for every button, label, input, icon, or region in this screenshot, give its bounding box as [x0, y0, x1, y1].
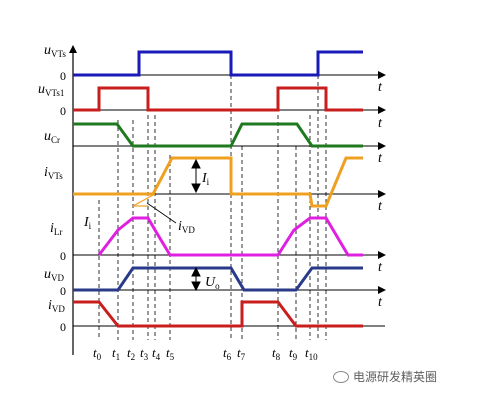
- tmark-t6: t6: [223, 345, 232, 362]
- tmark-t9: t9: [289, 345, 298, 362]
- ivts-detail: [132, 193, 156, 207]
- ivd-pointer: [146, 202, 177, 224]
- wave-iVTs: [73, 156, 363, 208]
- tmark-t3: t3: [140, 345, 149, 362]
- tmark-t2: t2: [127, 345, 135, 362]
- label-iVTs: iVTs: [44, 165, 63, 181]
- wave-iVD: [73, 300, 363, 328]
- zero-uVTs: 0: [60, 69, 66, 83]
- zero-uVTs1: 0: [60, 104, 66, 118]
- t-axis-labels: t t t t t t: [378, 80, 383, 310]
- tmark-t4: t4: [152, 345, 161, 362]
- watermark: 电源研发精英圈: [333, 368, 437, 385]
- zero-labels: 0 0 0 0 0: [60, 69, 66, 334]
- watermark-text: 电源研发精英圈: [353, 370, 438, 384]
- label-iVD: iVD: [48, 298, 65, 314]
- tmark-t1: t1: [112, 345, 120, 362]
- annotation-Uo: Uo: [205, 275, 220, 291]
- t-label-iVTs: t: [378, 199, 383, 214]
- annotation-Ii-a: Ii: [201, 171, 210, 187]
- zero-uVD: 0: [60, 284, 66, 298]
- annotation-Ii-b: Ii: [83, 215, 92, 231]
- label-uCr: uCr: [44, 129, 60, 145]
- annotation-iVD: iVD: [178, 219, 195, 235]
- annotations: Ii iVD Ii Uo: [83, 171, 220, 291]
- tmark-t7: t7: [237, 345, 246, 362]
- t-label-uVTs1: t: [378, 116, 383, 131]
- amplitude-arrows: [191, 158, 201, 292]
- tmark-t8: t8: [272, 345, 281, 362]
- time-marker-lines: [98, 75, 327, 340]
- wave-uCr: [73, 122, 363, 148]
- wave-uVTs1: [73, 86, 363, 112]
- label-uVD: uVD: [44, 267, 64, 283]
- time-mark-labels: t0 t1 t2 t3 t4 t5 t6 t7 t8 t9 t10: [93, 345, 318, 362]
- label-uVTs: uVTs: [44, 43, 66, 59]
- waveforms: [73, 50, 363, 328]
- tmark-t5: t5: [166, 345, 175, 362]
- t-label-iLr: t: [378, 260, 383, 275]
- t-label-uVD: t: [378, 295, 383, 310]
- zero-iVD: 0: [60, 320, 66, 334]
- wave-uVD: [73, 266, 363, 292]
- zero-iLr: 0: [60, 249, 66, 263]
- t-label-uCr: t: [378, 151, 383, 166]
- wave-iLr: [97, 216, 363, 257]
- signal-labels: uVTs uVTs1 uCr iVTs iLr uVD iVD: [38, 43, 66, 314]
- label-iLr: iLr: [50, 221, 62, 237]
- label-uVTs1: uVTs1: [38, 82, 64, 98]
- wave-uVTs: [73, 50, 363, 77]
- wechat-icon: [333, 370, 349, 383]
- tmark-t0: t0: [93, 345, 102, 362]
- t-label-uVTs: t: [378, 80, 383, 95]
- tmark-t10: t10: [305, 345, 318, 362]
